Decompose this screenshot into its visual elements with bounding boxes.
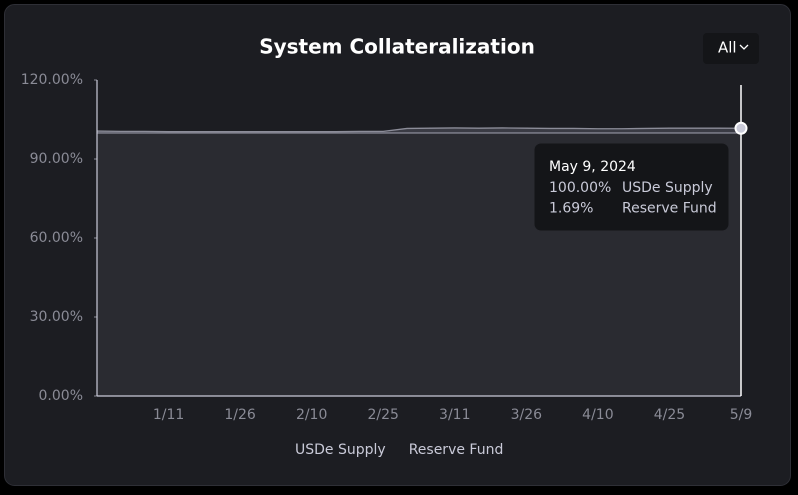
- legend-entry[interactable]: USDe Supply: [295, 442, 386, 458]
- y-tick-label: 60.00%: [30, 230, 83, 246]
- dropdown-chevron: [739, 44, 749, 50]
- y-tick-label: 120.00%: [21, 72, 83, 88]
- y-tick-label: 90.00%: [30, 151, 83, 167]
- tooltip-value: 100.00%: [549, 180, 611, 196]
- x-tick-label: 3/11: [439, 407, 470, 423]
- tooltip-title: May 9, 2024: [549, 159, 636, 175]
- y-tick-label: 30.00%: [30, 309, 83, 325]
- tooltip-name: USDe Supply: [622, 180, 713, 196]
- area-line: [96, 127, 742, 133]
- range-label[interactable]: All: [718, 39, 737, 57]
- x-tick-label: 4/10: [582, 407, 613, 423]
- tooltip: [533, 142, 730, 232]
- x-tick-label: 5/9: [730, 407, 753, 423]
- cursor-dot: [734, 121, 748, 135]
- tooltip-name: Reserve Fund: [622, 201, 717, 217]
- x-tick-label: 2/10: [296, 407, 327, 423]
- x-tick-label: 2/25: [367, 407, 398, 423]
- chart-title: System Collateralization: [259, 35, 535, 59]
- y-tick-label: 0.00%: [39, 388, 83, 404]
- legend-entry[interactable]: Reserve Fund: [409, 442, 504, 458]
- x-tick-label: 4/25: [654, 407, 685, 423]
- x-tick-label: 1/11: [153, 407, 184, 423]
- x-tick-label: 3/26: [511, 407, 543, 423]
- range-dropdown[interactable]: [703, 33, 759, 64]
- x-tick-label: 1/26: [224, 407, 256, 423]
- tooltip-value: 1.69%: [549, 201, 593, 217]
